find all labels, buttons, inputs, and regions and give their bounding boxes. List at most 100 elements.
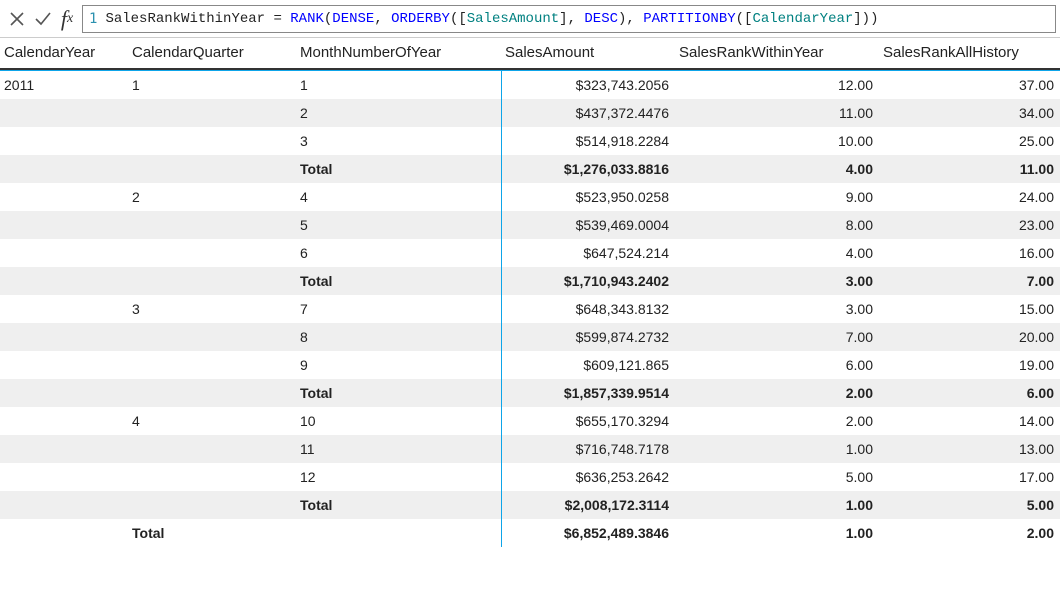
cell-rank-all-history: 37.00 bbox=[879, 74, 1060, 96]
table-row[interactable]: Total$1,857,339.95142.006.00 bbox=[0, 379, 1060, 407]
cell-rank-all-history: 2.00 bbox=[879, 522, 1060, 544]
cell-rank-within-year: 8.00 bbox=[675, 214, 879, 236]
cell-month-number: 10 bbox=[296, 410, 501, 432]
cell-rank-within-year: 4.00 bbox=[675, 158, 879, 180]
cell-calendar-year bbox=[0, 390, 128, 396]
table-row[interactable]: 5$539,469.00048.0023.00 bbox=[0, 211, 1060, 239]
column-header-sales-amount[interactable]: SalesAmount bbox=[501, 41, 675, 64]
cell-sales-amount: $514,918.2284 bbox=[501, 130, 675, 152]
cell-month-number: Total bbox=[296, 382, 501, 404]
table-row[interactable]: 201111$323,743.205612.0037.00 bbox=[0, 71, 1060, 99]
cancel-formula-button[interactable] bbox=[4, 4, 30, 34]
formula-token: SalesRankWithinYear = bbox=[105, 11, 290, 27]
commit-formula-button[interactable] bbox=[30, 4, 56, 34]
table-row[interactable]: Total$1,710,943.24023.007.00 bbox=[0, 267, 1060, 295]
cell-rank-within-year: 3.00 bbox=[675, 298, 879, 320]
cell-rank-within-year: 1.00 bbox=[675, 522, 879, 544]
table-row[interactable]: 37$648,343.81323.0015.00 bbox=[0, 295, 1060, 323]
formula-token: DESC bbox=[584, 11, 618, 27]
cell-sales-amount: $648,343.8132 bbox=[501, 298, 675, 320]
column-header-rank-year[interactable]: SalesRankWithinYear bbox=[675, 41, 879, 64]
table-header-row: CalendarYear CalendarQuarter MonthNumber… bbox=[0, 38, 1060, 70]
formula-token: SalesAmount bbox=[467, 11, 559, 27]
cell-sales-amount: $1,276,033.8816 bbox=[501, 158, 675, 180]
cell-calendar-year bbox=[0, 194, 128, 200]
cell-calendar-year: 2011 bbox=[0, 74, 128, 96]
table-row[interactable]: 9$609,121.8656.0019.00 bbox=[0, 351, 1060, 379]
cell-month-number: 9 bbox=[296, 354, 501, 376]
column-header-calendar-quarter[interactable]: CalendarQuarter bbox=[128, 41, 296, 64]
cell-month-number: Total bbox=[296, 158, 501, 180]
fx-icon: fx bbox=[56, 4, 82, 34]
table-row[interactable]: 12$636,253.26425.0017.00 bbox=[0, 463, 1060, 491]
cell-rank-all-history: 11.00 bbox=[879, 158, 1060, 180]
cell-rank-within-year: 2.00 bbox=[675, 382, 879, 404]
cell-rank-within-year: 1.00 bbox=[675, 494, 879, 516]
table-row[interactable]: 11$716,748.71781.0013.00 bbox=[0, 435, 1060, 463]
formula-token: , bbox=[374, 11, 391, 27]
cell-rank-all-history: 5.00 bbox=[879, 494, 1060, 516]
table-row[interactable]: Total$2,008,172.31141.005.00 bbox=[0, 491, 1060, 519]
formula-token: ], bbox=[559, 11, 584, 27]
cell-calendar-quarter bbox=[128, 362, 296, 368]
cell-month-number: 3 bbox=[296, 130, 501, 152]
cell-rank-all-history: 23.00 bbox=[879, 214, 1060, 236]
cell-calendar-year bbox=[0, 110, 128, 116]
cell-calendar-quarter bbox=[128, 222, 296, 228]
cell-rank-within-year: 7.00 bbox=[675, 326, 879, 348]
cell-rank-all-history: 25.00 bbox=[879, 130, 1060, 152]
column-header-month-number[interactable]: MonthNumberOfYear bbox=[296, 41, 501, 64]
column-header-calendar-year[interactable]: CalendarYear bbox=[0, 41, 128, 64]
formula-text: SalesRankWithinYear = RANK(DENSE, ORDERB… bbox=[105, 11, 878, 27]
cell-rank-all-history: 6.00 bbox=[879, 382, 1060, 404]
table-row[interactable]: 2$437,372.447611.0034.00 bbox=[0, 99, 1060, 127]
cell-month-number: Total bbox=[296, 270, 501, 292]
cell-rank-within-year: 5.00 bbox=[675, 466, 879, 488]
cell-month-number: 5 bbox=[296, 214, 501, 236]
cell-rank-within-year: 4.00 bbox=[675, 242, 879, 264]
formula-token: CalendarYear bbox=[752, 11, 853, 27]
cell-sales-amount: $539,469.0004 bbox=[501, 214, 675, 236]
table-row[interactable]: Total$1,276,033.88164.0011.00 bbox=[0, 155, 1060, 183]
cell-month-number: 7 bbox=[296, 298, 501, 320]
cell-rank-within-year: 11.00 bbox=[675, 102, 879, 124]
formula-token: ORDERBY bbox=[391, 11, 450, 27]
cell-month-number: 12 bbox=[296, 466, 501, 488]
x-icon bbox=[9, 11, 25, 27]
formula-bar: fx 1 SalesRankWithinYear = RANK(DENSE, O… bbox=[0, 0, 1060, 38]
cell-calendar-quarter: 2 bbox=[128, 186, 296, 208]
table-row[interactable]: 6$647,524.2144.0016.00 bbox=[0, 239, 1060, 267]
cell-calendar-year bbox=[0, 418, 128, 424]
cell-sales-amount: $2,008,172.3114 bbox=[501, 494, 675, 516]
cell-rank-within-year: 3.00 bbox=[675, 270, 879, 292]
table-row[interactable]: 3$514,918.228410.0025.00 bbox=[0, 127, 1060, 155]
cell-sales-amount: $647,524.214 bbox=[501, 242, 675, 264]
cell-sales-amount: $655,170.3294 bbox=[501, 410, 675, 432]
table-row[interactable]: 24$523,950.02589.0024.00 bbox=[0, 183, 1060, 211]
cell-rank-all-history: 13.00 bbox=[879, 438, 1060, 460]
cell-calendar-year bbox=[0, 502, 128, 508]
column-header-rank-all[interactable]: SalesRankAllHistory bbox=[879, 41, 1060, 64]
cell-month-number: 8 bbox=[296, 326, 501, 348]
cell-month-number bbox=[296, 530, 501, 536]
cell-calendar-quarter: 4 bbox=[128, 410, 296, 432]
cell-sales-amount: $437,372.4476 bbox=[501, 102, 675, 124]
cell-rank-within-year: 2.00 bbox=[675, 410, 879, 432]
cell-calendar-year bbox=[0, 530, 128, 536]
formula-token: ([ bbox=[450, 11, 467, 27]
cell-calendar-quarter: 1 bbox=[128, 74, 296, 96]
cell-rank-all-history: 24.00 bbox=[879, 186, 1060, 208]
cell-month-number: 4 bbox=[296, 186, 501, 208]
table-row[interactable]: 8$599,874.27327.0020.00 bbox=[0, 323, 1060, 351]
table-row[interactable]: Total$6,852,489.38461.002.00 bbox=[0, 519, 1060, 547]
cell-rank-all-history: 19.00 bbox=[879, 354, 1060, 376]
formula-input[interactable]: 1 SalesRankWithinYear = RANK(DENSE, ORDE… bbox=[82, 5, 1056, 33]
cell-rank-all-history: 17.00 bbox=[879, 466, 1060, 488]
cell-rank-all-history: 16.00 bbox=[879, 242, 1060, 264]
table-row[interactable]: 410$655,170.32942.0014.00 bbox=[0, 407, 1060, 435]
cell-rank-all-history: 34.00 bbox=[879, 102, 1060, 124]
formula-token: RANK bbox=[290, 11, 324, 27]
cell-month-number: 11 bbox=[296, 438, 501, 460]
table-body: 201111$323,743.205612.0037.002$437,372.4… bbox=[0, 70, 1060, 547]
cell-sales-amount: $609,121.865 bbox=[501, 354, 675, 376]
